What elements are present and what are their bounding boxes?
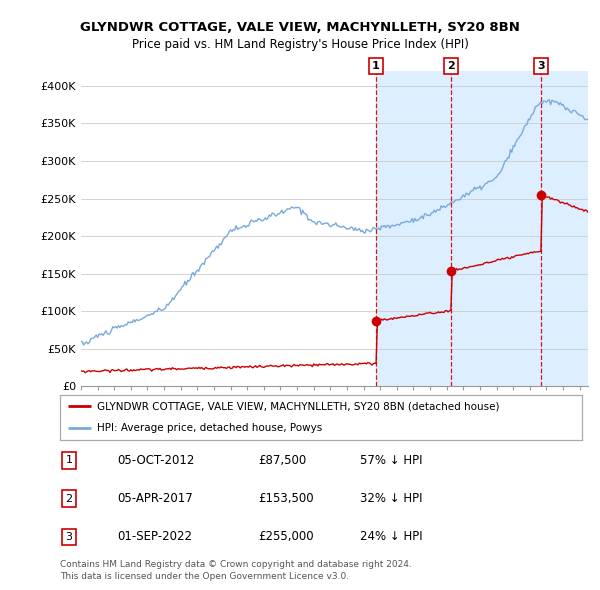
Text: 05-APR-2017: 05-APR-2017 bbox=[117, 492, 193, 505]
Text: £87,500: £87,500 bbox=[258, 454, 306, 467]
Text: 01-SEP-2022: 01-SEP-2022 bbox=[117, 530, 192, 543]
Text: Price paid vs. HM Land Registry's House Price Index (HPI): Price paid vs. HM Land Registry's House … bbox=[131, 38, 469, 51]
Text: £255,000: £255,000 bbox=[258, 530, 314, 543]
Text: 24% ↓ HPI: 24% ↓ HPI bbox=[360, 530, 422, 543]
Text: 32% ↓ HPI: 32% ↓ HPI bbox=[360, 492, 422, 505]
Text: GLYNDWR COTTAGE, VALE VIEW, MACHYNLLETH, SY20 8BN (detached house): GLYNDWR COTTAGE, VALE VIEW, MACHYNLLETH,… bbox=[97, 401, 499, 411]
Text: 1: 1 bbox=[65, 455, 73, 465]
Text: 1: 1 bbox=[372, 61, 380, 71]
Bar bbox=[541, 71, 588, 386]
Bar bbox=[376, 71, 451, 386]
Text: 57% ↓ HPI: 57% ↓ HPI bbox=[360, 454, 422, 467]
Text: 2: 2 bbox=[447, 61, 455, 71]
Text: HPI: Average price, detached house, Powys: HPI: Average price, detached house, Powy… bbox=[97, 424, 322, 434]
Text: 2: 2 bbox=[65, 494, 73, 503]
Bar bbox=[451, 71, 541, 386]
Text: Contains HM Land Registry data © Crown copyright and database right 2024.
This d: Contains HM Land Registry data © Crown c… bbox=[60, 560, 412, 581]
Text: 3: 3 bbox=[65, 532, 73, 542]
Text: £153,500: £153,500 bbox=[258, 492, 314, 505]
Text: 3: 3 bbox=[537, 61, 545, 71]
Text: GLYNDWR COTTAGE, VALE VIEW, MACHYNLLETH, SY20 8BN: GLYNDWR COTTAGE, VALE VIEW, MACHYNLLETH,… bbox=[80, 21, 520, 34]
Text: 05-OCT-2012: 05-OCT-2012 bbox=[117, 454, 194, 467]
